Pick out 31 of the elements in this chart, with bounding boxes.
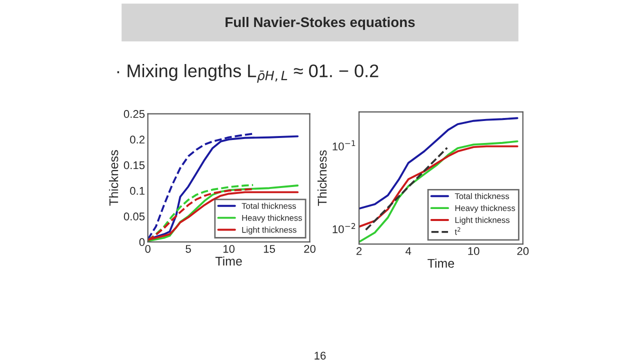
legend-label: Light thickness: [242, 226, 296, 234]
x-tick-label: 10: [468, 247, 480, 256]
y-tick-label: 0: [139, 238, 145, 246]
y-tick-label: 10$^{−1}$: [332, 140, 356, 150]
legend-label: Light thickness: [455, 216, 510, 225]
x-axis-title: Time: [428, 258, 454, 268]
legend-label: Total thickness: [242, 202, 296, 209]
y-tick-label: 0.05: [124, 212, 145, 220]
y-tick-label: 0.15: [124, 161, 145, 170]
y-tick-label: 10$^{−2}$: [332, 223, 356, 234]
x-tick-label: 2: [356, 247, 362, 255]
x-axis-title: Time: [215, 256, 242, 266]
legend-label: Total thickness: [454, 193, 510, 200]
legend-label: Heavy thickness: [455, 204, 516, 213]
y-tick-label: 0.1: [130, 186, 145, 195]
y-axis-title: Thickness: [318, 150, 327, 206]
legend-label: Heavy thickness: [242, 214, 302, 222]
text: · Mixing lengths L$_{ρ̄H,L}$ ≈ 01. − 0.2: [117, 64, 378, 83]
legend-label: t$^{2}$: [454, 227, 460, 235]
y-axis-title: Thickness: [109, 150, 118, 206]
x-tick-label: 4: [406, 247, 412, 255]
text: 16: [314, 352, 326, 360]
y-tick-label: 0.2: [130, 136, 145, 144]
x-tick-label: 15: [264, 245, 275, 253]
x-tick-label: 10: [223, 244, 235, 253]
x-tick-label: 0: [145, 244, 150, 253]
x-tick-label: 20: [304, 244, 316, 253]
x-tick-label: 20: [517, 247, 529, 256]
chart-title: Full Navier-Stokes equations: [226, 16, 415, 30]
x-tick-label: 5: [186, 245, 191, 253]
y-tick-label: 0.25: [124, 110, 145, 118]
